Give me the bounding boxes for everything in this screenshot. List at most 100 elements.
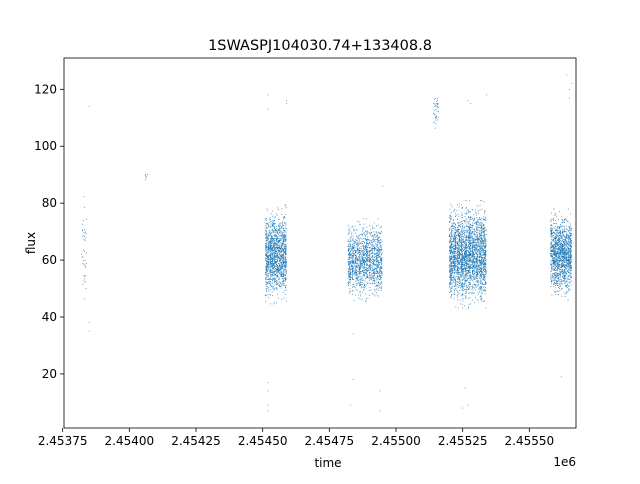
- data-point: [281, 274, 282, 275]
- data-point: [450, 252, 452, 254]
- data-point: [280, 235, 282, 237]
- data-point: [349, 262, 351, 264]
- data-point: [362, 230, 363, 232]
- data-point: [453, 261, 455, 263]
- data-point: [357, 248, 359, 250]
- data-point: [463, 236, 464, 238]
- data-point: [283, 265, 284, 267]
- data-point: [281, 272, 282, 273]
- data-point: [378, 255, 379, 257]
- data-point: [365, 263, 367, 265]
- data-point: [372, 255, 374, 256]
- data-point: [469, 224, 471, 226]
- data-point: [347, 267, 349, 269]
- data-point: [483, 241, 485, 243]
- data-point: [285, 238, 287, 240]
- data-point: [450, 246, 452, 247]
- data-point: [458, 254, 459, 256]
- data-point: [265, 283, 267, 285]
- data-point: [460, 234, 462, 236]
- data-point: [276, 288, 277, 289]
- data-point: [459, 253, 460, 255]
- data-point: [482, 239, 484, 241]
- data-point: [358, 270, 360, 272]
- data-point: [351, 265, 353, 266]
- data-point: [457, 250, 459, 252]
- data-point: [84, 236, 85, 237]
- data-point: [381, 281, 383, 283]
- data-point: [434, 105, 436, 107]
- data-point: [285, 246, 287, 248]
- data-point: [461, 290, 463, 292]
- data-point: [353, 251, 354, 252]
- data-point: [352, 267, 354, 269]
- data-point: [281, 258, 283, 260]
- data-point: [356, 240, 358, 241]
- data-point: [349, 261, 351, 263]
- data-point: [350, 277, 351, 279]
- data-point: [279, 229, 281, 230]
- data-point: [453, 245, 455, 246]
- data-point: [272, 251, 273, 253]
- data-point: [471, 286, 473, 287]
- data-point: [468, 254, 470, 256]
- data-point: [364, 270, 366, 272]
- data-point: [280, 274, 282, 276]
- data-point: [272, 239, 274, 241]
- data-point: [452, 246, 454, 247]
- data-point: [272, 230, 274, 232]
- data-point: [364, 264, 366, 265]
- data-point: [472, 224, 474, 226]
- data-point: [468, 258, 470, 260]
- data-point: [284, 274, 286, 276]
- data-point: [265, 274, 267, 275]
- data-point: [457, 242, 459, 243]
- data-point: [360, 287, 362, 289]
- data-point: [451, 280, 453, 282]
- data-point: [349, 268, 351, 270]
- data-point: [271, 250, 273, 251]
- data-point: [360, 260, 361, 262]
- data-point: [265, 271, 267, 273]
- data-point: [359, 273, 361, 275]
- data-point: [433, 121, 435, 123]
- data-point: [278, 246, 280, 248]
- data-point: [278, 253, 280, 255]
- data-point: [460, 233, 462, 235]
- data-point: [374, 274, 375, 276]
- data-point: [377, 287, 379, 289]
- data-point: [450, 214, 451, 216]
- data-point: [451, 295, 453, 297]
- data-point: [470, 230, 471, 232]
- data-point: [485, 270, 487, 272]
- data-point: [453, 279, 455, 281]
- data-point: [271, 268, 273, 270]
- data-point: [485, 273, 487, 275]
- data-point: [282, 273, 284, 275]
- data-point: [276, 254, 278, 255]
- data-point: [481, 269, 482, 271]
- data-point: [282, 281, 283, 283]
- data-point: [451, 244, 452, 246]
- data-point: [270, 257, 271, 258]
- data-point: [349, 266, 351, 268]
- data-point: [452, 239, 454, 241]
- data-point: [366, 260, 367, 262]
- data-point: [468, 231, 470, 233]
- data-point: [277, 233, 279, 235]
- data-point: [380, 256, 382, 258]
- data-point: [457, 272, 459, 274]
- data-point: [374, 267, 376, 269]
- data-point: [379, 267, 381, 269]
- data-point: [267, 267, 269, 269]
- data-point: [360, 279, 361, 281]
- data-point: [469, 237, 471, 239]
- data-point: [462, 271, 464, 273]
- data-point: [360, 285, 362, 287]
- data-point: [272, 240, 274, 242]
- data-point: [352, 262, 354, 264]
- data-point: [481, 229, 483, 230]
- data-point: [469, 265, 471, 267]
- data-point: [454, 238, 456, 240]
- data-point: [477, 268, 478, 270]
